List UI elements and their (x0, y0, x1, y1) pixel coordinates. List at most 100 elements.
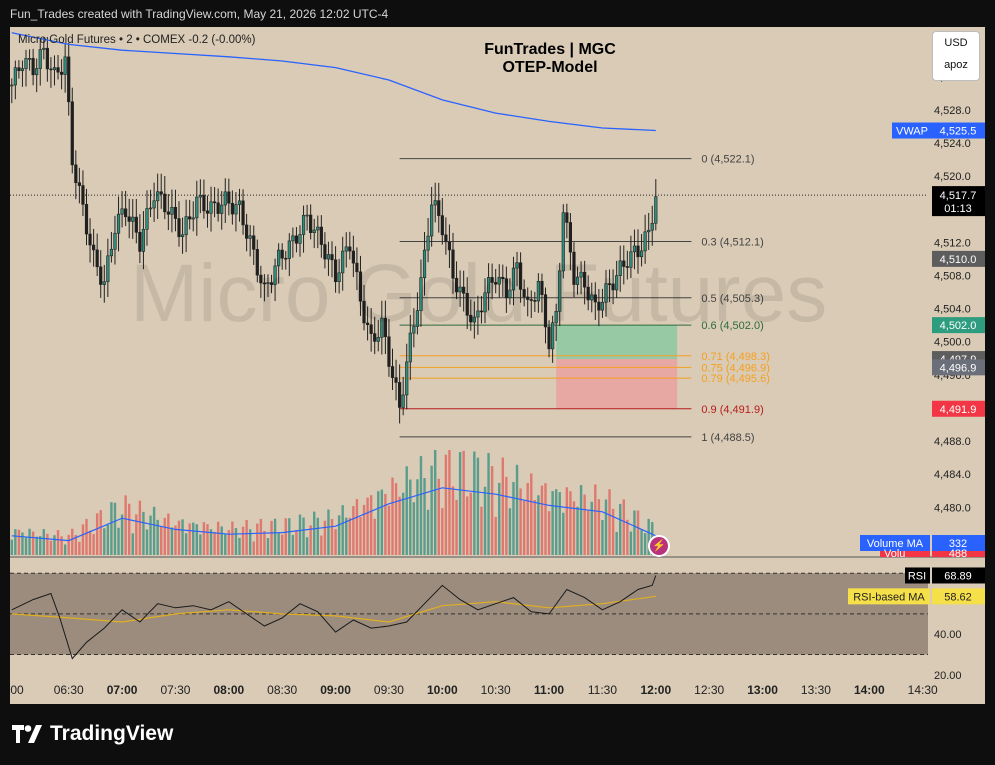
volume-bar (238, 537, 241, 555)
candle-body (49, 68, 53, 71)
candle-body (220, 204, 224, 214)
candle-body (540, 280, 544, 295)
volume-bar (391, 477, 394, 555)
rsi-value-text: 68.89 (944, 570, 972, 582)
candle-body (365, 322, 370, 326)
volume-bar (636, 510, 640, 555)
volume-bar (234, 528, 238, 555)
candle-body (543, 294, 548, 328)
time-axis-tick-3: 07:30 (160, 683, 190, 697)
candle-body (554, 311, 558, 324)
rsi-ma-value-tag (932, 588, 985, 605)
volume-bar (167, 513, 170, 555)
candle-body (586, 286, 590, 301)
vwap-price-tag-text: 4,525.5 (940, 126, 977, 138)
candle-body (70, 101, 74, 166)
volume-bar (302, 517, 305, 555)
volume-bar (380, 489, 384, 555)
volume-bar (241, 526, 245, 555)
price-label-text-4: 4,491.9 (940, 404, 977, 416)
volume-bar (42, 529, 46, 555)
chart-canvas[interactable]: 4,476.04,480.04,484.04,488.04,492.04,496… (10, 27, 985, 704)
candle-body (462, 286, 466, 294)
volume-bar (345, 517, 348, 555)
candle-body (109, 248, 114, 257)
candle-body (124, 208, 128, 218)
candle-body (184, 216, 188, 236)
volume-bar (629, 531, 633, 555)
volume-tag-text: Volu (884, 548, 905, 560)
rsi-axis-tick-0: 40.00 (934, 629, 962, 641)
candle-body (24, 58, 28, 69)
candle-body (558, 270, 562, 312)
currency-sub: apoz (944, 59, 968, 71)
volume-bar (377, 491, 380, 555)
candle-body (405, 361, 409, 396)
volume-bar (622, 499, 625, 555)
symbol-legend[interactable]: Micro Gold Futures • 2 • COMEX -0.2 (-0.… (18, 34, 256, 46)
volume-bar (565, 487, 569, 555)
candle-body (170, 206, 174, 215)
tradingview-logo-icon (12, 725, 42, 743)
candle-body (333, 259, 338, 283)
candle-body (212, 201, 217, 204)
volume-bar (231, 521, 234, 555)
volume-bar (384, 493, 387, 555)
volume-bar (366, 497, 369, 555)
candle-body (180, 234, 185, 238)
volume-bar (220, 526, 223, 555)
fib-level-label-6: 0.79 (4,495.6) (701, 373, 770, 385)
volume-bar (643, 533, 647, 555)
volume-bar (508, 508, 512, 555)
candle-body (526, 296, 530, 300)
tradingview-logo[interactable]: TradingView (12, 722, 173, 746)
rsi-axis-tick-1: 20.00 (934, 670, 962, 682)
candle-body (234, 204, 238, 215)
price-axis-tick-11: 4,520.0 (934, 171, 971, 183)
candle-body (38, 49, 42, 69)
volume-bar (505, 476, 508, 555)
currency-selector[interactable]: USD apoz (932, 31, 980, 81)
candle-body (376, 337, 380, 342)
lightning-icon[interactable]: ⚡ (648, 535, 670, 557)
volume-bar (113, 502, 117, 555)
volume-bar (466, 496, 469, 555)
volume-bar (569, 491, 572, 555)
volume-bar (494, 516, 497, 555)
candle-body (120, 208, 124, 215)
candle-body (390, 366, 395, 378)
volume-bar (170, 527, 174, 555)
volume-ma-value-text: 332 (949, 538, 967, 550)
candle-body (266, 282, 270, 284)
candle-body (223, 191, 227, 206)
price-label-text-3: 4,496.9 (940, 362, 977, 374)
volume-bar (433, 450, 437, 555)
volume-bar (284, 518, 287, 555)
volume-bar (437, 478, 440, 555)
volume-bar (35, 536, 38, 555)
candle-body (262, 282, 267, 285)
volume-bar (562, 512, 565, 555)
last-price-tag (932, 186, 985, 217)
volume-bar (298, 514, 302, 555)
volume-ma-line (11, 487, 657, 542)
price-label-tag-1 (932, 317, 985, 334)
candle-body (330, 254, 334, 261)
fib-level-label-1: 0.3 (4,512.1) (701, 236, 763, 248)
volume-bar (149, 515, 152, 555)
volume-bar (156, 519, 159, 555)
candle-body (565, 212, 569, 223)
volume-bar (611, 508, 615, 555)
candle-body (590, 294, 594, 301)
volume-bar (451, 486, 455, 555)
candle-body (138, 232, 142, 252)
volume-bar (216, 521, 220, 555)
volume-bar (647, 518, 650, 555)
candle-body (490, 277, 494, 283)
volume-bar (490, 466, 494, 555)
chart-frame[interactable]: 4,476.04,480.04,484.04,488.04,492.04,496… (10, 27, 985, 704)
volume-ma-value-tag (932, 535, 985, 551)
candle-body (269, 282, 274, 285)
volume-bar (145, 529, 149, 555)
candle-body (134, 216, 138, 233)
